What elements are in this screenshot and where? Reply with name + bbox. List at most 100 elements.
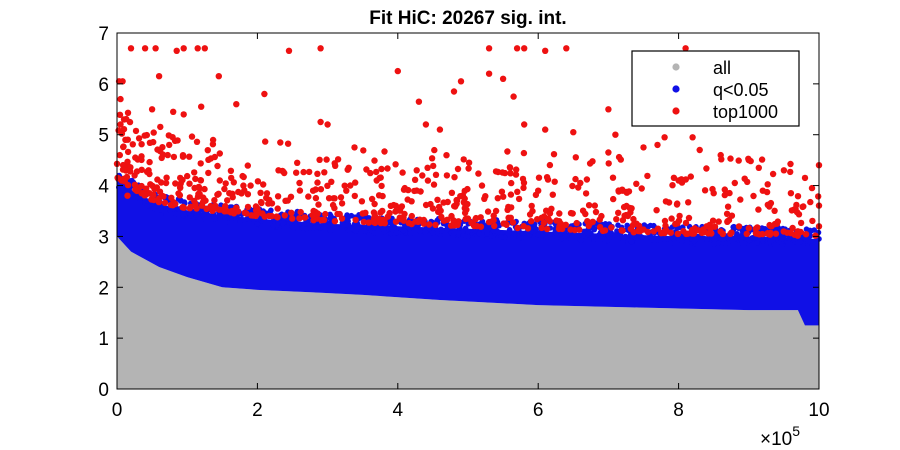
top1000-point: [460, 156, 467, 163]
top1000-point: [150, 129, 157, 136]
top1000-point: [743, 230, 750, 238]
top1000-point: [562, 221, 569, 228]
q005-point: [327, 227, 334, 234]
top1000-point: [394, 67, 401, 75]
top1000-point: [119, 161, 127, 169]
top1000-point: [538, 224, 545, 232]
top1000-point: [752, 230, 760, 237]
q005-point: [413, 227, 420, 233]
top1000-point: [555, 225, 563, 233]
top1000-point: [257, 198, 265, 206]
top1000-point: [780, 167, 788, 174]
top1000-point: [809, 217, 816, 225]
q005-point: [608, 230, 614, 236]
top1000-point: [221, 208, 228, 215]
q005-point: [430, 229, 437, 236]
top1000-point: [334, 210, 341, 218]
top1000-point: [261, 90, 268, 98]
top1000-point: [211, 197, 218, 204]
q005-point: [807, 227, 813, 234]
top1000-point: [317, 118, 324, 126]
top1000-point: [440, 217, 448, 224]
top1000-point: [117, 121, 124, 128]
top1000-point: [172, 200, 179, 208]
ticks-layer: 0 2 4 6 8 10 0 1 2 3 4 5 6 7: [98, 24, 829, 421]
top1000-point: [371, 200, 378, 208]
top1000-point: [582, 190, 590, 197]
top1000-point: [352, 179, 359, 186]
top1000-point: [688, 226, 696, 234]
q005-point: [722, 240, 729, 247]
top1000-point: [630, 215, 637, 223]
top1000-point: [484, 208, 492, 215]
top1000-point: [682, 219, 690, 227]
q005-point: [366, 215, 372, 221]
q005-point: [462, 233, 469, 239]
top1000-point: [408, 198, 415, 205]
top1000-point: [472, 216, 479, 223]
top1000-point: [494, 195, 501, 202]
top1000-point: [141, 45, 149, 52]
legend-box: [631, 50, 800, 127]
q005-point: [581, 229, 588, 236]
top1000-point: [440, 199, 447, 206]
top1000-point: [485, 70, 493, 77]
top1000-point: [343, 187, 350, 194]
top1000-point: [613, 216, 620, 223]
q005-point: [172, 211, 179, 217]
top1000-point: [787, 229, 794, 237]
top1000-point: [306, 168, 313, 176]
top1000-point: [567, 226, 574, 233]
legend-marker-top1000: [672, 107, 680, 115]
top1000-point: [224, 197, 231, 204]
top1000-point: [360, 218, 367, 226]
top1000-point: [413, 167, 420, 174]
top1000-point: [186, 205, 193, 212]
top1000-point: [315, 201, 322, 208]
q005-point: [334, 225, 340, 232]
top1000-point: [253, 211, 260, 218]
top1000-point: [146, 158, 153, 166]
top1000-point: [222, 203, 229, 210]
q005-point: [484, 230, 490, 237]
top1000-point: [453, 196, 460, 204]
top1000-point: [328, 178, 335, 185]
top1000-point: [520, 179, 528, 186]
top1000-point: [591, 202, 598, 209]
top1000-point: [229, 194, 236, 201]
top1000-point: [737, 196, 744, 203]
top1000-point: [644, 172, 651, 180]
top1000-point: [277, 139, 284, 146]
top1000-point: [285, 47, 293, 54]
top1000-point: [375, 192, 383, 199]
top1000-point: [610, 195, 617, 203]
top1000-point: [300, 168, 307, 176]
top1000-point: [268, 212, 275, 220]
top1000-point: [576, 226, 583, 233]
top1000-point: [534, 216, 541, 223]
top1000-point: [709, 217, 717, 224]
top1000-point: [179, 153, 187, 160]
top1000-point: [377, 209, 384, 216]
top1000-point: [381, 148, 388, 155]
top1000-point: [549, 191, 556, 198]
top1000-point: [802, 231, 810, 238]
top1000-point: [192, 175, 199, 183]
top1000-point: [745, 155, 752, 162]
top1000-point: [314, 170, 321, 177]
top1000-point: [506, 164, 514, 171]
top1000-point: [347, 182, 354, 189]
top1000-point: [408, 212, 415, 220]
top1000-point: [703, 165, 710, 172]
top1000-point: [542, 47, 549, 54]
top1000-point: [504, 148, 511, 155]
top1000-point: [116, 151, 124, 159]
top1000-point: [546, 161, 554, 169]
top1000-point: [570, 129, 577, 136]
top1000-point: [654, 141, 661, 149]
top1000-point: [392, 218, 400, 225]
top1000-point: [789, 224, 796, 232]
top1000-point: [243, 210, 250, 217]
top1000-point: [451, 174, 458, 181]
q005-point: [505, 230, 512, 237]
